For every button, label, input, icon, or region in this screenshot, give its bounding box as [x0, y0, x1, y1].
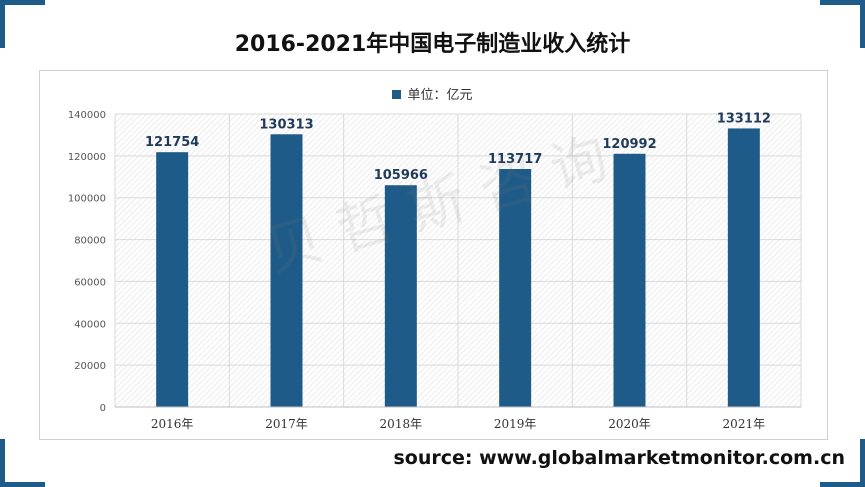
data-label: 130313: [259, 117, 313, 132]
bar: [384, 185, 417, 407]
data-labels: 121754 130313 105966 113717 120992 133112: [145, 111, 771, 183]
gridlines: [114, 113, 802, 407]
y-tick-label: 60000: [74, 277, 106, 288]
corner-decoration-top-left-vertical: [0, 0, 5, 48]
data-label: 105966: [374, 168, 428, 183]
data-label: 133112: [717, 111, 771, 126]
corner-decoration-bottom-left-vertical: [0, 439, 5, 487]
corner-decoration-bottom-left: [0, 482, 45, 487]
y-tick-label: 80000: [74, 236, 106, 247]
corner-decoration-bottom-right-vertical: [860, 439, 865, 487]
y-tick-label: 140000: [68, 110, 106, 121]
x-tick-label: 2016年: [151, 417, 194, 431]
corner-decoration-bottom-right: [820, 482, 865, 487]
corner-decoration-top-right: [820, 0, 865, 5]
bar: [156, 152, 189, 407]
data-label: 120992: [602, 137, 656, 152]
y-axis-ticks: 0 20000 40000 60000 80000 100000 120000 140000: [68, 110, 106, 414]
y-tick-label: 0: [100, 403, 106, 414]
y-tick-label: 40000: [74, 319, 106, 330]
x-tick-label: 2020年: [608, 417, 651, 431]
y-tick-label: 100000: [68, 194, 106, 205]
y-tick-label: 120000: [68, 152, 106, 163]
bars: [156, 128, 760, 408]
y-tick-label: 20000: [74, 361, 106, 372]
x-tick-label: 2021年: [723, 417, 766, 431]
corner-decoration-top-right-vertical: [860, 0, 865, 48]
bar: [270, 134, 303, 408]
data-label: 121754: [145, 135, 199, 150]
x-tick-label: 2017年: [265, 417, 308, 431]
data-label: 113717: [488, 152, 542, 167]
corner-decoration-top-left: [0, 0, 45, 5]
chart-title: 2016-2021年中国电子制造业收入统计: [234, 32, 631, 57]
x-tick-label: 2018年: [380, 417, 423, 431]
bar: [613, 153, 646, 407]
bar: [727, 128, 760, 408]
legend-swatch: [392, 90, 402, 99]
chart-legend: 单位：亿元: [0, 84, 865, 103]
source-text: source: www.globalmarketmonitor.com.cn: [393, 447, 846, 469]
x-tick-label: 2019年: [494, 417, 537, 431]
x-axis-ticks: 2016年 2017年 2018年 2019年 2020年 2021年: [151, 417, 765, 431]
bar: [499, 169, 532, 407]
legend-label: 单位：亿元: [407, 88, 473, 103]
